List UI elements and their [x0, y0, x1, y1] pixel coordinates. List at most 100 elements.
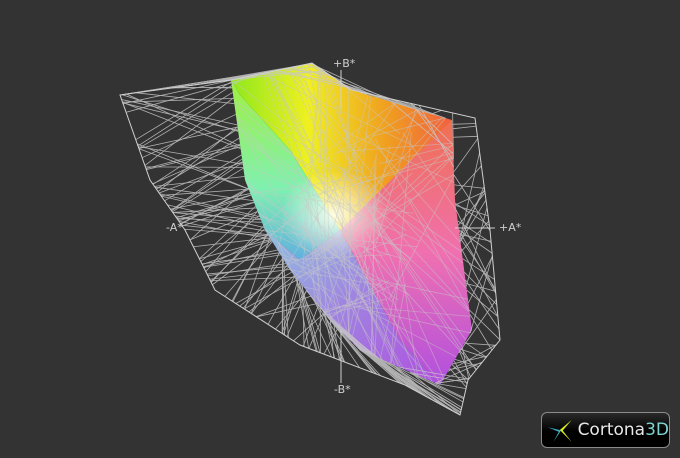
mesh-edge	[181, 224, 268, 236]
mesh-edge	[287, 67, 363, 152]
mesh-edge	[454, 165, 482, 196]
mesh-edge	[233, 99, 358, 181]
mesh-edge	[242, 258, 284, 309]
mesh-edge	[294, 172, 413, 277]
mesh-edge	[390, 132, 412, 364]
mesh-edge	[346, 131, 455, 184]
mesh-edge	[167, 204, 265, 228]
mesh-edge	[170, 193, 251, 210]
mesh-edge	[399, 257, 418, 376]
mesh-edge	[348, 87, 411, 108]
mesh-edge	[323, 131, 326, 315]
mesh-edge	[266, 72, 401, 287]
mesh-edge	[207, 266, 288, 275]
mesh-edge	[321, 225, 442, 384]
mesh-edge	[238, 136, 381, 229]
mesh-edge	[231, 79, 315, 147]
mesh-edge	[329, 117, 446, 260]
mesh-edge	[157, 126, 238, 192]
mesh-edge	[325, 72, 330, 250]
mesh-edge	[138, 92, 233, 149]
mesh-edge	[350, 273, 469, 300]
mesh-edge	[453, 138, 479, 172]
mesh-edge	[441, 377, 470, 383]
mesh-edge	[357, 95, 372, 210]
mesh-edge	[158, 161, 243, 194]
mesh-edge	[411, 372, 465, 398]
mesh-edge	[399, 366, 469, 380]
mesh-edge	[390, 283, 406, 364]
mesh-edge	[237, 127, 381, 263]
mesh-edge	[210, 228, 265, 282]
mesh-edge	[374, 290, 379, 357]
mesh-edge	[245, 182, 387, 291]
mesh-edge	[323, 312, 342, 361]
mesh-edge	[374, 355, 464, 400]
mesh-edge	[449, 368, 467, 388]
mesh-edge	[135, 81, 232, 141]
axes	[340, 70, 495, 383]
mesh-edge	[171, 161, 243, 212]
mesh-edge	[341, 223, 350, 340]
mesh-edge	[329, 320, 335, 358]
mesh-edge	[138, 126, 238, 149]
mesh-edge	[408, 197, 467, 284]
mesh-edge	[136, 92, 235, 105]
mesh-edge	[300, 102, 396, 170]
wireframe-mesh	[120, 62, 501, 416]
mesh-edge	[171, 158, 243, 211]
axis-label-plus-a: +A*	[499, 221, 522, 234]
mesh-edge	[300, 191, 405, 370]
mesh-edge	[178, 194, 252, 222]
mesh-edge	[122, 101, 241, 149]
mesh-edge	[265, 230, 349, 269]
mesh-edge	[293, 312, 325, 342]
mesh-edge	[372, 117, 446, 137]
mesh-edge	[138, 146, 243, 165]
mesh-edge	[328, 317, 418, 392]
mesh-edge	[269, 167, 353, 238]
mesh-edge	[465, 279, 500, 330]
mesh-edge	[302, 305, 319, 347]
mesh-edge	[357, 347, 459, 415]
mesh-edge	[250, 252, 280, 314]
mesh-edge	[267, 275, 296, 325]
mesh-edge	[202, 239, 272, 265]
mesh-edge	[350, 265, 370, 342]
mesh-edge	[159, 193, 260, 218]
mesh-edge	[121, 99, 238, 126]
mesh-edge	[154, 176, 245, 187]
mesh-edge	[145, 143, 241, 169]
mesh-edge	[452, 125, 477, 130]
mesh-edge	[343, 109, 419, 248]
mesh-edge	[250, 175, 375, 194]
mesh-edge	[283, 259, 289, 338]
mesh-edge	[436, 383, 467, 390]
mesh-edge	[156, 137, 240, 190]
mesh-edge	[401, 100, 438, 117]
mesh-edge	[469, 314, 493, 351]
mesh-edge	[338, 166, 463, 253]
mesh-edge	[454, 184, 485, 189]
mesh-edge	[141, 114, 236, 159]
mesh-edge	[375, 139, 470, 312]
mesh-edge	[464, 342, 496, 346]
mesh-edge	[277, 150, 302, 251]
mesh-edge	[352, 102, 396, 167]
solid-bottom-face	[265, 230, 440, 385]
mesh-edge	[370, 202, 470, 311]
mesh-edge	[458, 229, 493, 254]
mesh-edge	[380, 143, 454, 215]
cortona3d-logo[interactable]: Cortona3D	[541, 412, 670, 448]
mesh-edge	[311, 280, 457, 358]
mesh-edge	[182, 202, 255, 227]
mesh-edge	[457, 192, 486, 226]
mesh-edge	[323, 131, 467, 290]
mesh-edge	[365, 248, 461, 351]
mesh-edge	[296, 278, 317, 352]
mesh-edge	[460, 199, 487, 242]
mesh-edge	[307, 63, 337, 197]
mesh-edge	[340, 166, 463, 348]
mesh-edge	[203, 249, 278, 268]
